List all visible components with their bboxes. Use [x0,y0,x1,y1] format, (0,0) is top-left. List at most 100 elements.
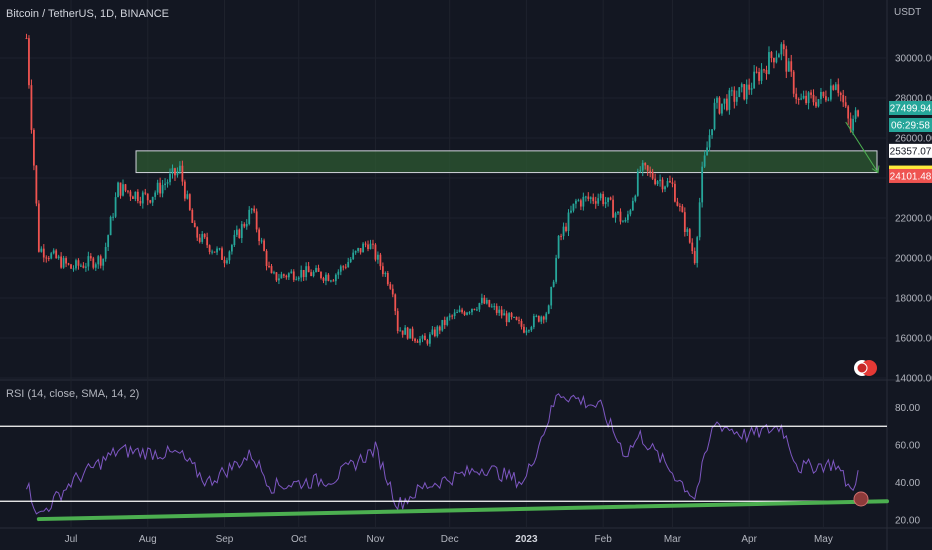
candle-body [171,168,174,174]
candle-body [597,198,600,204]
candle-body [743,84,746,100]
candle-body [488,299,491,307]
candle-body [47,257,50,259]
candle-body [379,254,382,267]
time-axis[interactable]: Jul Aug Sep Oct Nov Dec 2023 Feb Mar Apr May [65,534,833,545]
candle-body [572,203,575,211]
candle-body [117,182,119,198]
price-tick-label: 18000.00 [895,294,932,305]
candle-body [847,106,850,119]
candle-body [391,288,394,295]
candle-body [834,84,837,90]
candle-body [466,312,468,315]
candle-body [186,194,189,199]
candle-body [676,201,679,206]
candle-body [602,194,605,205]
candle-body [211,251,213,253]
candle-body [498,309,501,313]
price-tick-label: 14000.00 [895,374,932,385]
candle-body [260,240,263,242]
price-tick-label: 16000.00 [895,334,932,345]
candle-body [424,335,426,341]
candle-body [443,319,446,325]
candle-body [760,69,763,81]
candle-body [307,266,310,273]
projection-arrow-line[interactable] [845,121,879,173]
candle-body [777,54,780,58]
candle-body [577,200,580,202]
candlestick-series [25,33,859,347]
candle-body [570,210,572,213]
candle-body [55,250,58,259]
candle-body [347,261,350,268]
candle-body [28,38,30,86]
candle-body [176,171,179,176]
candle-body [94,264,97,268]
time-tick-label: Oct [291,534,307,545]
candle-body [174,168,176,176]
candle-body [315,267,317,272]
rsi-levels[interactable] [0,425,889,522]
candle-body [832,85,835,90]
candle-body [693,251,696,264]
candle-body [807,92,810,104]
candle-body [399,330,402,332]
candle-body [619,211,622,222]
candle-body [520,320,523,327]
rsi-marker-circle[interactable] [853,491,869,507]
candle-body [562,226,565,237]
candle-body [134,191,137,199]
candle-body [302,269,305,278]
price-label-box [889,118,932,132]
candle-body [802,95,805,99]
projection-arrow-head[interactable] [871,165,880,174]
time-tick-label: 2023 [515,534,538,545]
candle-body [748,84,751,90]
support-zone[interactable] [135,150,878,174]
candle-body [151,196,154,203]
candle-body [726,98,728,110]
candle-body [634,195,637,201]
candle-body [82,265,85,268]
candle-body [248,209,251,224]
candle-body [493,306,496,308]
time-tick-label: Mar [664,534,682,545]
time-tick-label: Feb [595,534,613,545]
candle-body [817,99,820,107]
candle-body [792,71,795,94]
candle-body [485,299,488,304]
candle-body [317,267,320,272]
candle-body [688,229,691,243]
chart-title: Bitcoin / TetherUS, 1D, BINANCE [6,8,170,20]
time-tick-label: Nov [367,534,385,545]
candle-body [253,208,256,212]
candle-body [446,317,449,325]
candle-body [381,266,384,275]
candle-body [278,278,280,281]
candle-body [528,330,530,332]
support-zone-rect[interactable] [135,150,878,174]
projection-arrow[interactable] [845,121,880,174]
candle-body [545,313,548,320]
candle-body [364,243,367,245]
candle-body [30,85,33,130]
candle-body [60,256,63,268]
candle-body [770,52,773,58]
candle-body [374,244,377,260]
candle-body [52,250,55,254]
candle-body [191,209,194,223]
candle-body [208,245,211,252]
candle-body [290,271,293,274]
candle-body [594,201,597,204]
candle-body [706,147,708,156]
candle-body [221,248,223,260]
candle-body [305,266,308,278]
candle-body [268,265,270,267]
candle-body [258,229,261,242]
rsi-trendline[interactable] [36,499,889,522]
candle-body [696,237,699,264]
candle-body [646,165,649,171]
candle-body [515,316,518,320]
rsi-tick-label: 60.00 [895,441,920,452]
